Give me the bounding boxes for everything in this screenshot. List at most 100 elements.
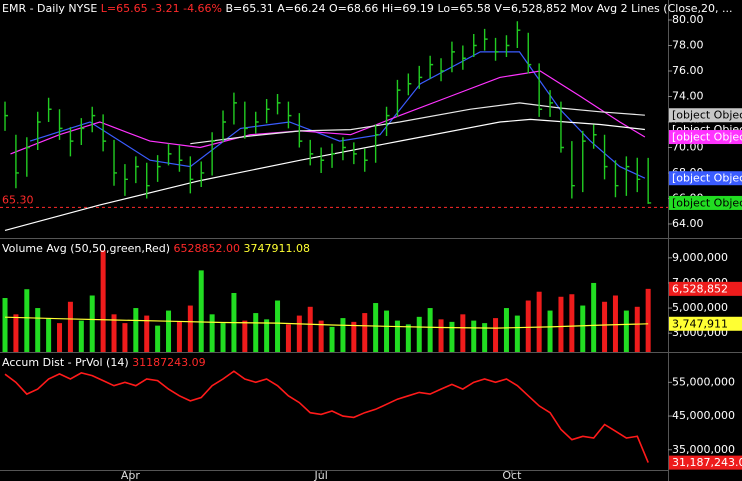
volume-bar <box>340 318 346 352</box>
price-bar <box>265 99 270 124</box>
header-item: EMR - Daily <box>2 2 65 15</box>
price-bar <box>636 157 641 193</box>
volume-bar <box>242 320 248 352</box>
y-tick-label: 78.00 <box>672 39 704 52</box>
panel-title-text: Volume Avg (50,50,green,Red) <box>2 242 170 255</box>
price-bar <box>418 65 423 89</box>
volume-bar <box>220 323 226 352</box>
price-bar <box>26 137 30 177</box>
last-value-label: [object Object] <box>672 131 742 144</box>
header-item: Hi=69.19 <box>382 2 434 15</box>
price-bar <box>647 157 652 204</box>
price-bar <box>178 144 183 172</box>
volume-bar <box>634 306 640 352</box>
volume-bar <box>645 288 651 352</box>
price-bar <box>200 161 205 188</box>
y-tick-label: 45,000,000 <box>672 409 735 422</box>
price-bar <box>91 106 96 133</box>
price-bar <box>146 162 150 199</box>
price-bar <box>320 147 325 173</box>
last-value-label: 31,187,243.09 <box>672 456 742 469</box>
last-value-badge <box>669 281 742 296</box>
y-tick-label: 76.00 <box>672 64 704 77</box>
volume-bar <box>591 282 597 352</box>
price-bar <box>549 90 554 117</box>
price-bar <box>47 97 52 122</box>
volume-bar <box>122 323 128 352</box>
volume-bar <box>24 289 30 352</box>
volume-bar <box>198 270 204 352</box>
volume-bar <box>209 314 215 352</box>
volume-bar <box>296 315 302 352</box>
header: EMR - Daily NYSE L=65.65 -3.21 -4.66% B=… <box>2 2 733 15</box>
header-item: Mov Avg 2 Lines (Close,20, ... <box>571 2 733 15</box>
price-bar <box>287 101 292 129</box>
y-tick-label: 64.00 <box>672 217 704 230</box>
volume-bar <box>569 294 575 352</box>
y-tick-label: 5,000,000 <box>672 301 728 314</box>
price-bar <box>483 28 488 51</box>
volume-bar <box>427 308 433 352</box>
header-item: L=65.65 <box>101 2 148 15</box>
moving-average <box>4 118 645 231</box>
price-bar <box>560 101 564 153</box>
price-bar <box>113 139 118 186</box>
price-bar <box>309 139 314 166</box>
volume-bar <box>144 315 150 352</box>
volume-bar <box>307 306 313 352</box>
price-bar <box>69 127 74 157</box>
volume-bar <box>264 319 270 352</box>
volume-bar <box>536 291 542 352</box>
legend-value: 3747911.08 <box>244 242 310 255</box>
x-tick-label: Jul <box>313 469 327 481</box>
y-tick-label: 55,000,000 <box>672 375 735 388</box>
last-value-badge <box>669 195 742 210</box>
accum-dist-line <box>4 370 649 463</box>
price-bar <box>4 101 9 131</box>
legend-value: 31187243.09 <box>132 356 205 369</box>
price-bar <box>364 148 368 172</box>
volume-bar <box>373 303 379 352</box>
volume-bar <box>78 320 84 352</box>
price-bar <box>189 156 194 194</box>
price-bar <box>407 73 412 96</box>
volume-bar <box>602 301 608 352</box>
last-value-label: [object Object] <box>672 172 742 185</box>
header-item: NYSE <box>68 2 97 15</box>
price-bar <box>37 111 41 151</box>
panel-title: Accum Dist - PrVol (14) 31187243.09 <box>2 356 206 369</box>
volume-bar <box>351 321 357 352</box>
volume-bar <box>2 298 8 352</box>
price-bar <box>244 101 248 139</box>
volume-bar <box>623 310 629 352</box>
price-bar <box>255 111 259 134</box>
price-bar <box>462 45 466 70</box>
moving-average <box>190 102 645 145</box>
last-value-label: 3,747,911 <box>672 317 728 330</box>
last-value-badge <box>669 171 742 186</box>
volume-bar <box>580 305 586 352</box>
last-value-badge <box>669 455 742 470</box>
reference-label: 65.30 <box>2 193 34 206</box>
volume-bar <box>405 324 411 352</box>
panel-title: Volume Avg (50,50,green,Red) 6528852.00 … <box>2 242 310 255</box>
price-bar <box>396 79 401 117</box>
price-bar <box>571 141 575 199</box>
volume-bar <box>384 310 390 352</box>
price-bar <box>233 92 237 125</box>
volume-bar <box>493 318 499 352</box>
header-item: A=66.24 <box>277 2 325 15</box>
volume-bar <box>46 318 52 352</box>
last-value-label: [object Object] <box>672 109 742 122</box>
volume-bar <box>89 295 95 352</box>
price-bar <box>385 106 390 137</box>
volume-bar <box>460 314 466 352</box>
volume-bar <box>525 300 531 352</box>
last-value-label: [object Object] <box>672 196 742 209</box>
volume-bar <box>514 315 520 352</box>
price-bar <box>603 134 608 180</box>
last-value-label: 6,528,852 <box>672 282 728 295</box>
price-bar <box>331 143 336 168</box>
